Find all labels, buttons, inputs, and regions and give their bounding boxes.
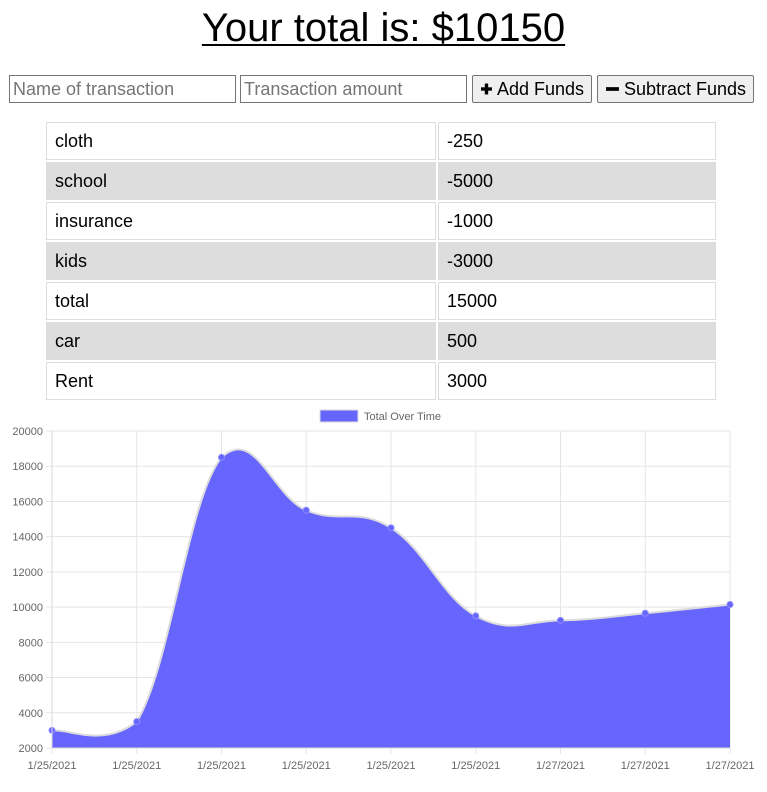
transaction-amount-input[interactable] (240, 75, 467, 103)
y-tick-label: 10000 (12, 602, 43, 614)
minus-icon (606, 87, 619, 91)
legend-label: Total Over Time (364, 411, 441, 423)
x-tick-label: 1/25/2021 (197, 760, 246, 772)
y-tick-label: 8000 (19, 637, 43, 649)
transactions-table: cloth -250 school -5000 insurance -1000 kids -3… (44, 120, 718, 402)
y-tick-label: 20000 (12, 426, 43, 438)
transactions-table-body: cloth -250 school -5000 insurance -1000 kids -3… (46, 122, 716, 400)
y-tick-label: 2000 (19, 743, 43, 755)
x-tick-label: 1/27/2021 (621, 760, 670, 772)
x-tick-label: 1/25/2021 (28, 760, 77, 772)
total-over-time-chart: 2000 4000 6000 8000 10000 12000 14000 16000 1800… (12, 409, 755, 772)
transaction-row: car 500 (46, 322, 716, 360)
transaction-name: school (46, 162, 436, 200)
transaction-name: Rent (46, 362, 436, 400)
data-point (387, 524, 395, 532)
transaction-name: total (46, 282, 436, 320)
transaction-value: -3000 (438, 242, 716, 280)
transaction-name: insurance (46, 202, 436, 240)
y-tick-label: 18000 (12, 461, 43, 473)
subtract-funds-button[interactable]: Subtract Funds (597, 75, 754, 103)
y-tick-label: 4000 (19, 708, 43, 720)
transaction-row: school -5000 (46, 162, 716, 200)
transaction-row: total 15000 (46, 282, 716, 320)
transaction-row: cloth -250 (46, 122, 716, 160)
y-tick-label: 6000 (19, 673, 43, 685)
plus-icon (481, 83, 492, 95)
series-line (51, 448, 731, 737)
transaction-value: -1000 (438, 202, 716, 240)
transaction-value: -5000 (438, 162, 716, 200)
transaction-name: cloth (46, 122, 436, 160)
transaction-row: Rent 3000 (46, 362, 716, 400)
data-point (557, 616, 564, 624)
data-point (218, 453, 225, 461)
transaction-name: car (46, 322, 436, 360)
add-funds-label: Add Funds (496, 78, 584, 99)
subtract-funds-label: Subtract Funds (623, 78, 746, 99)
transaction-name: kids (46, 242, 436, 280)
data-point (302, 506, 310, 514)
x-tick-label: 1/25/2021 (112, 760, 161, 772)
transaction-value: -250 (438, 122, 716, 160)
data-point (472, 612, 480, 620)
total-text: Your total is: $10150 (201, 6, 566, 50)
transaction-row: insurance -1000 (46, 202, 716, 240)
transaction-value: 3000 (438, 362, 716, 400)
legend-swatch (319, 409, 359, 423)
y-tick-label: 12000 (12, 567, 43, 579)
x-tick-label: 1/27/2021 (706, 760, 755, 772)
data-point (641, 609, 649, 617)
x-tick-label: 1/27/2021 (536, 760, 585, 772)
transaction-value: 15000 (438, 282, 716, 320)
data-point (133, 718, 141, 726)
x-tick-label: 1/25/2021 (282, 760, 331, 772)
y-tick-label: 14000 (12, 532, 43, 544)
transaction-name-input[interactable] (9, 75, 236, 103)
x-tick-label: 1/25/2021 (451, 760, 500, 772)
x-tick-label: 1/25/2021 (367, 760, 416, 772)
transaction-value: 500 (438, 322, 716, 360)
transaction-row: kids -3000 (46, 242, 716, 280)
area-fill (52, 449, 730, 748)
data-point (726, 600, 734, 608)
total-heading: Your total is: $10150 (0, 4, 767, 52)
y-tick-label: 16000 (12, 496, 43, 508)
add-funds-button[interactable]: Add Funds (472, 75, 592, 103)
